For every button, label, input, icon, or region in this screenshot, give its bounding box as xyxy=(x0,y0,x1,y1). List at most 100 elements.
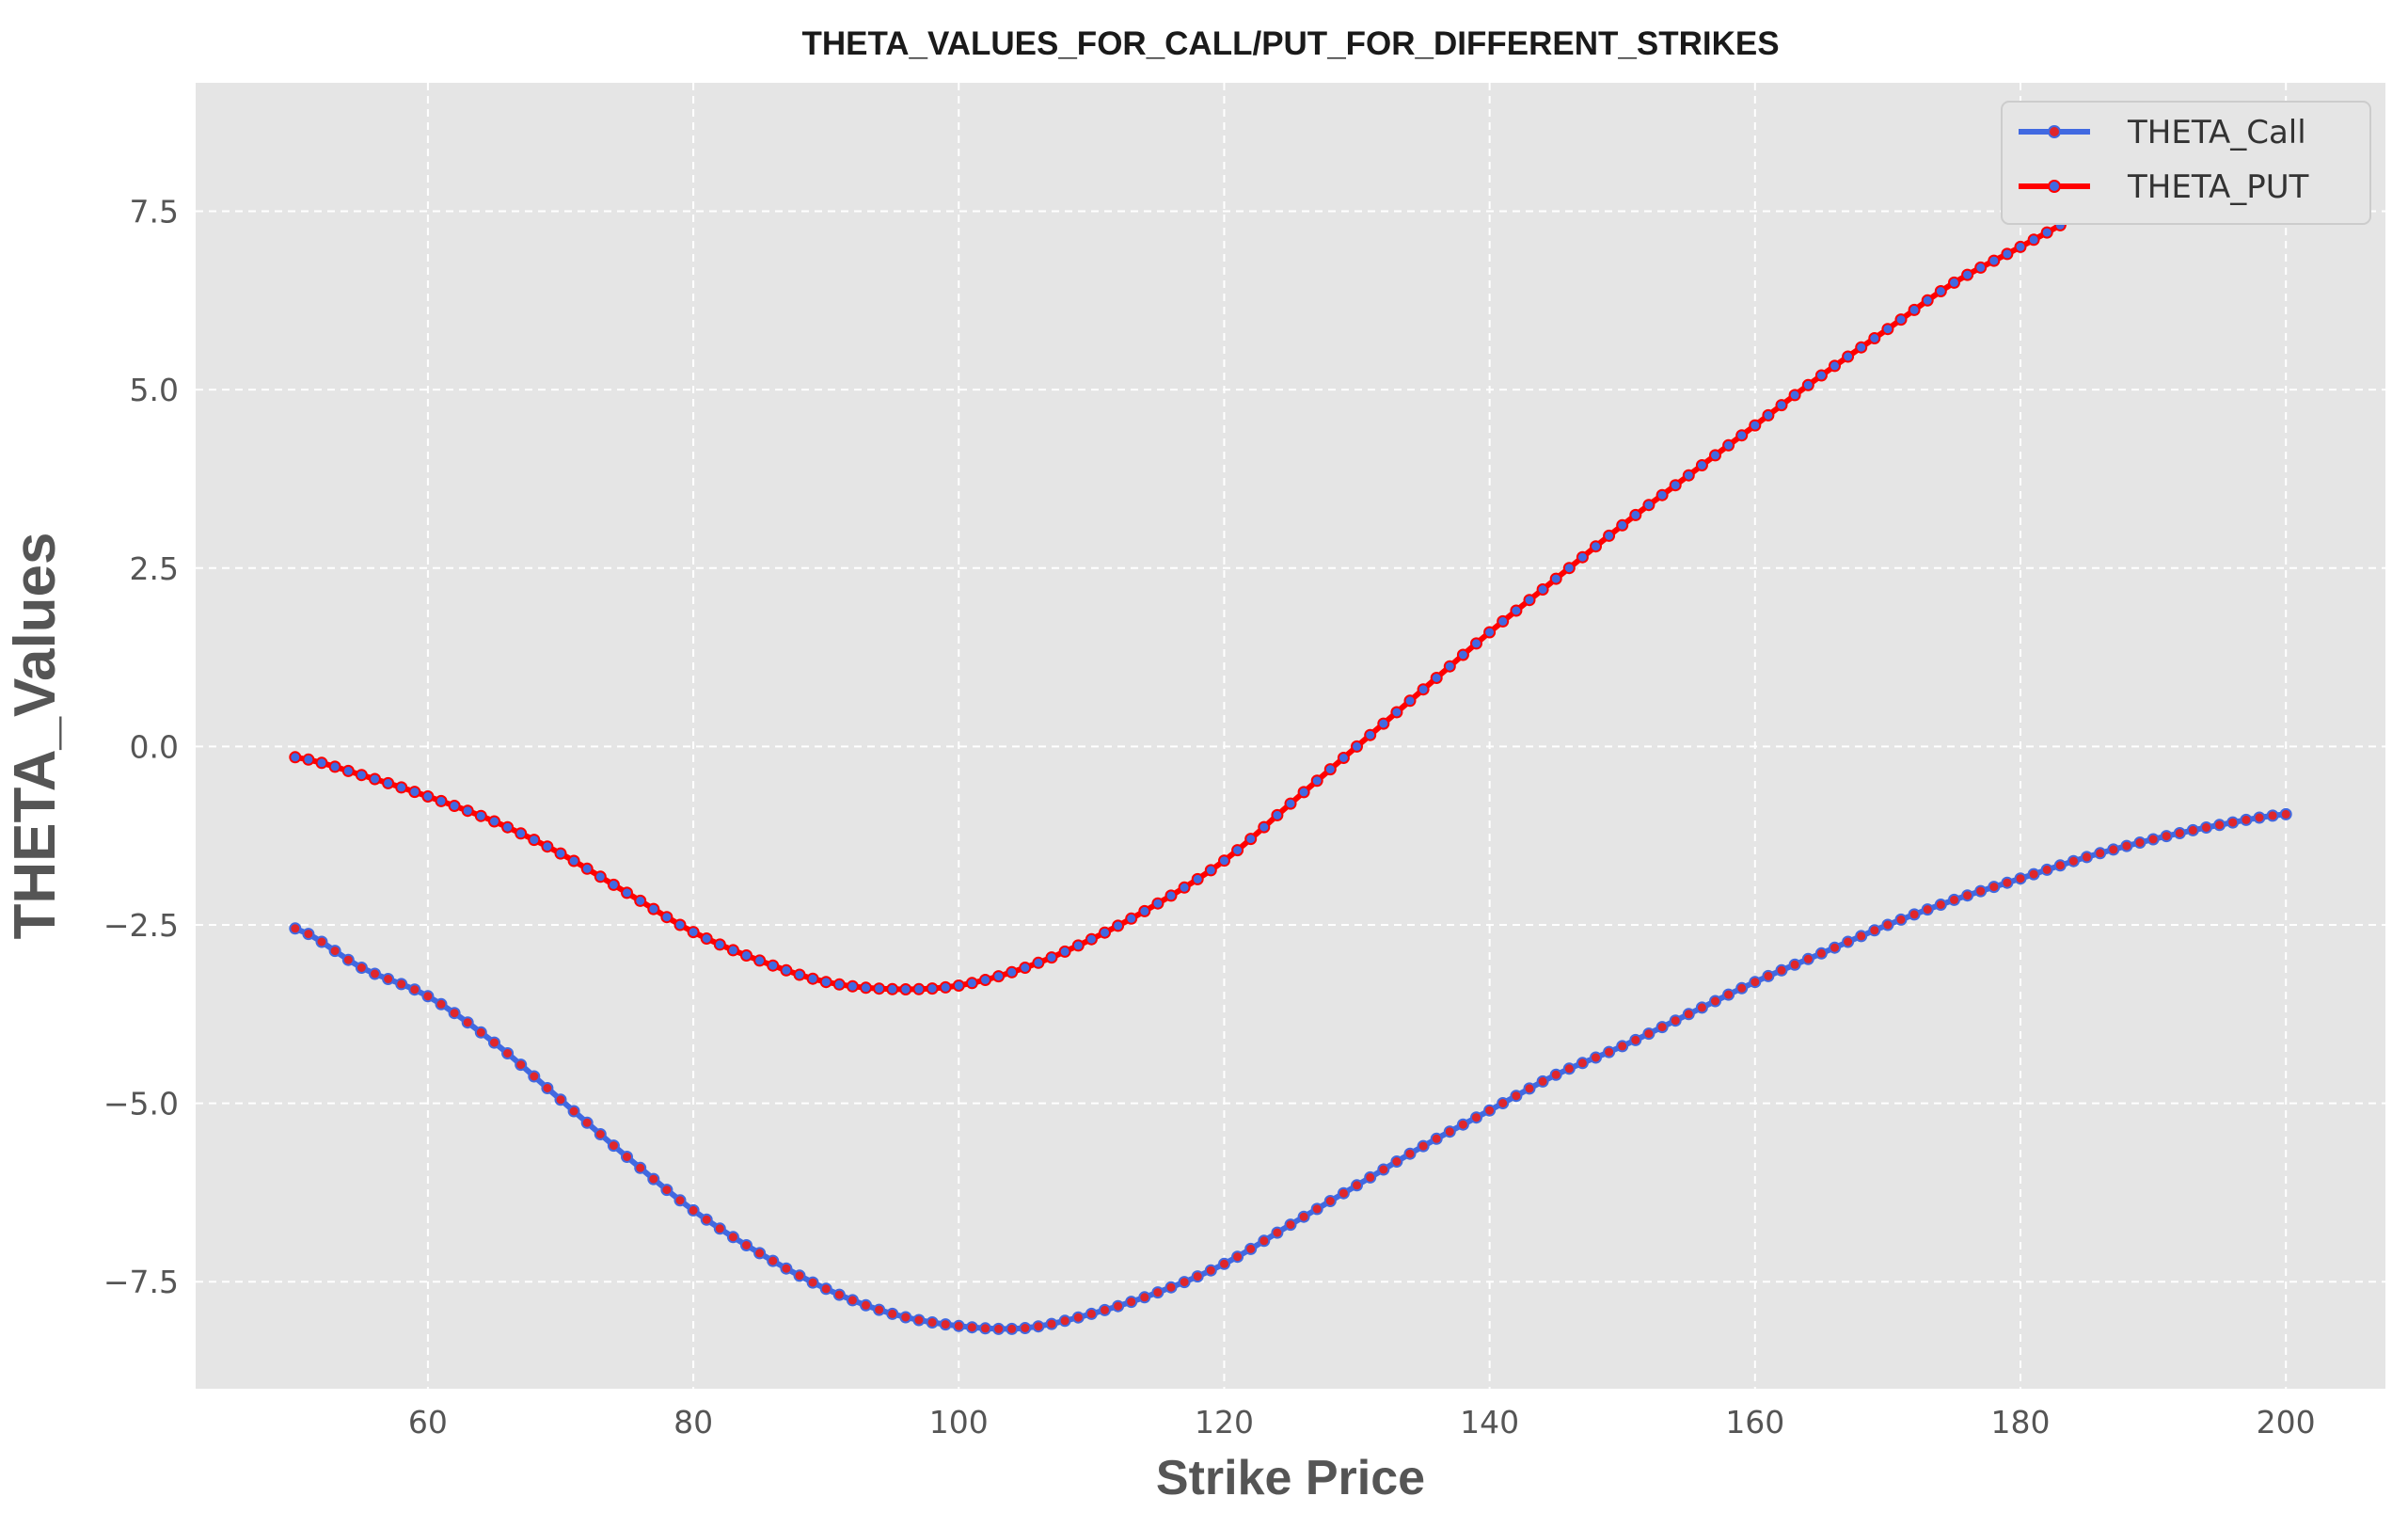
data-point-theta-put xyxy=(647,902,660,915)
series-theta-put xyxy=(289,122,2292,995)
data-point-theta-put xyxy=(1842,350,1855,363)
data-point-theta-put xyxy=(501,820,515,834)
data-point-theta-call xyxy=(1948,893,1960,906)
data-point-theta-call xyxy=(1709,995,1721,1008)
data-point-theta-call xyxy=(2040,863,2053,876)
data-point-theta-put xyxy=(1390,706,1403,719)
data-point-theta-put xyxy=(899,983,912,995)
data-point-theta-call xyxy=(873,1303,886,1316)
data-point-theta-put xyxy=(1722,438,1735,452)
data-point-theta-call xyxy=(1829,941,1841,954)
data-point-theta-put xyxy=(832,978,846,991)
data-point-theta-put xyxy=(1258,820,1271,834)
x-tick-label: 160 xyxy=(1725,1404,1784,1440)
data-point-theta-call xyxy=(1908,908,1921,921)
data-point-theta-call xyxy=(328,945,341,958)
data-point-theta-call xyxy=(1112,1299,1125,1313)
data-point-theta-call xyxy=(2014,872,2027,885)
data-point-theta-put xyxy=(369,772,381,786)
data-point-theta-call xyxy=(1894,913,1908,926)
x-tick-label: 180 xyxy=(1991,1404,2051,1440)
data-point-theta-call xyxy=(634,1161,647,1174)
data-point-theta-call xyxy=(1603,1045,1616,1058)
data-point-theta-call xyxy=(1523,1082,1536,1095)
legend-marker-put xyxy=(2048,180,2061,193)
data-point-theta-put xyxy=(1855,341,1868,354)
data-point-theta-put xyxy=(1271,808,1284,821)
data-point-theta-call xyxy=(621,1151,633,1163)
data-point-theta-call xyxy=(2081,851,2093,864)
data-point-theta-put xyxy=(1337,752,1350,764)
legend: THETA_Call THETA_PUT xyxy=(2001,101,2371,225)
x-tick-label: 80 xyxy=(673,1404,713,1440)
data-point-theta-call xyxy=(832,1288,846,1301)
data-point-theta-put xyxy=(873,982,886,995)
data-point-theta-call xyxy=(2147,833,2160,846)
data-point-theta-put xyxy=(1218,854,1230,867)
data-point-theta-call xyxy=(846,1294,859,1307)
data-point-theta-call xyxy=(1934,899,1947,911)
data-point-theta-call xyxy=(806,1276,819,1289)
data-point-theta-call xyxy=(1483,1104,1497,1117)
data-point-theta-put xyxy=(1590,540,1602,553)
data-point-theta-put xyxy=(1749,419,1762,432)
data-point-theta-call xyxy=(1549,1068,1562,1081)
x-tick-label: 100 xyxy=(929,1404,989,1440)
data-point-theta-put xyxy=(1351,740,1363,753)
data-point-theta-call xyxy=(1735,981,1749,995)
data-point-theta-call xyxy=(912,1313,926,1327)
data-point-theta-call xyxy=(1323,1195,1337,1207)
legend-label-call: THETA_Call xyxy=(2127,114,2306,151)
data-point-theta-put xyxy=(1934,285,1947,297)
data-point-theta-call xyxy=(713,1222,726,1235)
data-point-theta-call xyxy=(926,1316,939,1329)
data-point-theta-put xyxy=(421,790,435,803)
data-point-theta-call xyxy=(1297,1210,1310,1223)
data-point-theta-put xyxy=(700,932,713,945)
data-point-theta-call xyxy=(1178,1276,1191,1289)
data-point-theta-put xyxy=(1682,469,1695,482)
data-point-theta-call xyxy=(1443,1125,1456,1138)
data-point-theta-put xyxy=(1576,550,1589,564)
data-point-theta-put xyxy=(474,809,487,822)
data-point-theta-put xyxy=(1456,648,1469,661)
data-point-theta-put xyxy=(621,886,633,899)
data-point-theta-call xyxy=(461,1016,474,1029)
data-point-theta-call xyxy=(1788,958,1801,971)
y-axis-ticks: −7.5 −5.0 −2.5 0.0 2.5 5.0 7.5 xyxy=(103,194,179,1301)
data-point-theta-call xyxy=(767,1254,780,1267)
data-point-theta-call xyxy=(1656,1021,1669,1034)
data-point-theta-call xyxy=(2253,811,2266,824)
data-point-theta-put xyxy=(992,970,1006,983)
data-point-theta-call xyxy=(382,973,395,985)
data-point-theta-call xyxy=(819,1282,832,1296)
data-point-theta-put xyxy=(1921,294,1934,307)
data-point-theta-call xyxy=(1881,918,1894,931)
data-point-theta-put xyxy=(567,854,580,867)
series-theta-call xyxy=(289,807,2292,1335)
data-point-theta-put xyxy=(965,977,978,990)
data-point-theta-call xyxy=(315,935,328,948)
data-point-theta-put xyxy=(687,926,700,939)
data-point-theta-call xyxy=(780,1262,793,1275)
data-point-theta-call xyxy=(1071,1311,1085,1324)
data-point-theta-put xyxy=(488,815,500,828)
data-point-theta-call xyxy=(1085,1307,1098,1320)
data-point-theta-call xyxy=(501,1047,515,1059)
data-point-theta-call xyxy=(1921,903,1934,916)
data-point-theta-put xyxy=(1138,904,1151,917)
data-point-theta-put xyxy=(1112,919,1125,932)
data-point-theta-call xyxy=(979,1322,991,1335)
data-point-theta-put xyxy=(1071,939,1085,952)
data-point-theta-put xyxy=(1470,637,1482,650)
data-point-theta-put xyxy=(2014,240,2027,253)
series-lines xyxy=(289,122,2292,1335)
data-point-theta-call xyxy=(1403,1147,1417,1160)
data-point-theta-put xyxy=(1669,479,1682,492)
data-point-theta-put xyxy=(1151,897,1164,910)
data-point-theta-call xyxy=(1310,1202,1323,1216)
data-point-theta-put xyxy=(912,982,926,995)
data-point-theta-put xyxy=(1788,389,1801,402)
legend-marker-call xyxy=(2048,125,2061,138)
data-point-theta-call xyxy=(2094,847,2107,860)
